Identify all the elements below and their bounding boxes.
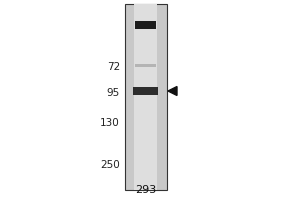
Polygon shape [168,86,177,95]
Bar [135,21,156,29]
Text: 95: 95 [107,88,120,98]
Bar [134,4,157,190]
Text: 72: 72 [107,62,120,72]
Bar [133,87,158,95]
Text: 293: 293 [135,185,156,195]
Bar [124,4,167,190]
Bar [134,4,157,190]
Text: 130: 130 [100,118,120,128]
Text: 250: 250 [100,160,120,170]
Bar [135,64,156,67]
